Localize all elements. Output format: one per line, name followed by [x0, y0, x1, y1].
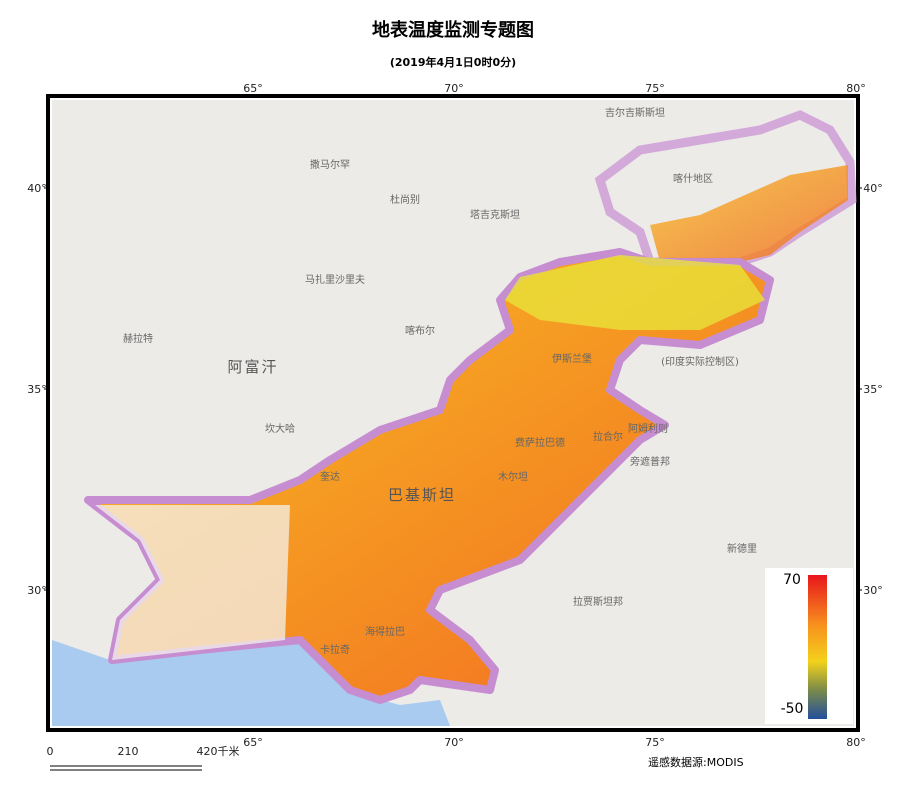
- place-label: 奎达: [320, 470, 340, 483]
- place-label: 新德里: [727, 542, 757, 555]
- xinjiang-lst: [650, 165, 848, 262]
- xinjiang-border: [594, 110, 857, 267]
- place-label: 撒马尔罕: [310, 158, 350, 171]
- scale-label: 420千米: [197, 745, 240, 758]
- lat-label: 35°: [27, 383, 47, 396]
- map-frame: [46, 94, 860, 732]
- lon-label: 75°: [645, 736, 665, 749]
- scale-bar: 0 210 420千米: [47, 745, 240, 771]
- lat-label: 35°: [863, 383, 883, 396]
- legend-ramp: [808, 575, 827, 719]
- legend-min: -50: [781, 701, 804, 717]
- place-label: 喀布尔: [405, 324, 435, 337]
- lon-label: 75°: [645, 82, 665, 95]
- lat-label: 30°: [863, 584, 883, 597]
- sea: [52, 640, 450, 726]
- north-highland: [505, 255, 765, 330]
- legend-max: 70: [783, 572, 801, 588]
- place-label: 拉合尔: [593, 430, 623, 443]
- place-label: 拉贾斯坦邦: [573, 595, 623, 608]
- lon-label: 80°: [846, 736, 866, 749]
- place-label: 坎大哈: [265, 422, 295, 435]
- lat-label: 40°: [27, 182, 47, 195]
- place-label: 塔吉克斯坦: [470, 208, 520, 221]
- lon-label: 70°: [444, 82, 464, 95]
- place-label: 伊斯兰堡: [552, 352, 592, 365]
- place-label: 木尔坦: [498, 470, 528, 483]
- place-label: (印度实际控制区): [661, 355, 739, 368]
- legend: 70 -50: [765, 568, 853, 724]
- place-label: 阿富汗: [227, 358, 278, 376]
- data-source: 遥感数据源:MODIS: [648, 755, 744, 769]
- lon-label: 70°: [444, 736, 464, 749]
- lon-label: 80°: [846, 82, 866, 95]
- subtitle: (2019年4月1日0时0分): [390, 55, 516, 69]
- no-data-area: [95, 505, 290, 660]
- place-label: 费萨拉巴德: [515, 436, 565, 449]
- place-label: 卡拉奇: [320, 643, 350, 656]
- lon-label: 65°: [243, 82, 263, 95]
- place-label: 马扎里沙里夫: [305, 273, 365, 286]
- lat-label: 30°: [27, 584, 47, 597]
- scale-label: 0: [47, 745, 54, 758]
- lat-label: 40°: [863, 182, 883, 195]
- place-label: 巴基斯坦: [388, 486, 456, 504]
- title: 地表温度监测专题图: [372, 19, 534, 41]
- place-label: 喀什地区: [673, 172, 713, 185]
- place-label: 旁遮普邦: [630, 455, 670, 468]
- place-label: 阿姆利则: [628, 422, 668, 435]
- place-label: 杜尚别: [390, 193, 420, 206]
- scale-label: 210: [118, 745, 139, 758]
- basemap: [52, 100, 857, 726]
- place-label: 吉尔吉斯斯坦: [605, 106, 665, 119]
- place-label: 海得拉巴: [365, 625, 405, 638]
- place-label: 赫拉特: [123, 332, 153, 345]
- place-labels: 阿富汗 巴基斯坦 塔吉克斯坦 吉尔吉斯斯坦 喀什地区 喀布尔 伊斯兰堡 费萨拉巴…: [123, 106, 757, 656]
- lon-label: 65°: [243, 736, 263, 749]
